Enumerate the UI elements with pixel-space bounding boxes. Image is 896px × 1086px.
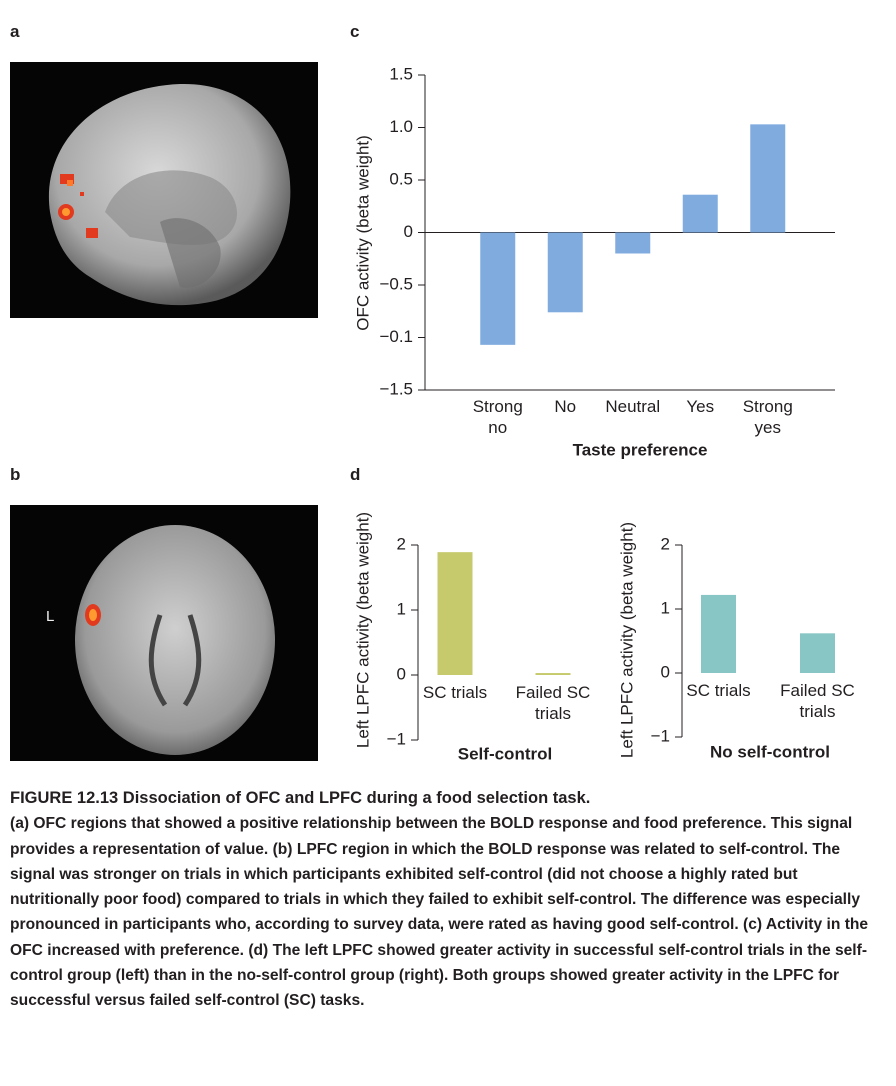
caption-title: FIGURE 12.13 Dissociation of OFC and LPF… bbox=[10, 789, 591, 807]
y-tick-label: 0.5 bbox=[389, 169, 413, 188]
bar bbox=[800, 633, 835, 673]
bar bbox=[682, 194, 718, 233]
panel-label: d bbox=[350, 465, 361, 484]
bar bbox=[480, 232, 516, 345]
caption-text: Activity in the OFC increased with prefe… bbox=[10, 916, 869, 959]
y-tick-label: 1 bbox=[397, 599, 406, 618]
panel-label: b bbox=[10, 465, 21, 484]
x-axis-label: Taste preference bbox=[573, 440, 708, 459]
y-axis-label: Left LPFC activity (beta weight) bbox=[617, 522, 636, 758]
x-tick-label: Failed SC trials bbox=[780, 681, 855, 721]
brain-image-b: L bbox=[10, 505, 318, 761]
x-tick-label: Strong yes bbox=[742, 397, 793, 437]
image-label: L bbox=[46, 608, 54, 625]
brain-image-a bbox=[10, 62, 318, 318]
x-tick-label: SC trials bbox=[686, 681, 751, 700]
x-axis-label: Self-control bbox=[458, 744, 552, 763]
y-tick-label: −0.1 bbox=[379, 327, 413, 346]
x-tick-label: Failed SC trials bbox=[515, 683, 591, 723]
caption-text: (c) bbox=[743, 916, 763, 934]
y-tick-label: 0 bbox=[404, 222, 413, 241]
y-axis-label: OFC activity (beta weight) bbox=[353, 135, 372, 331]
y-tick-label: 2 bbox=[397, 534, 406, 553]
caption-text: (a) bbox=[10, 815, 30, 833]
y-tick-label: 0 bbox=[397, 664, 406, 683]
y-tick-label: 1.5 bbox=[389, 64, 413, 83]
caption-text: OFC regions that showed a positive relat… bbox=[10, 815, 853, 858]
bar bbox=[750, 124, 786, 233]
bar bbox=[547, 232, 583, 313]
caption-body: (a) OFC regions that showed a positive r… bbox=[10, 811, 876, 1013]
bar bbox=[437, 552, 473, 675]
y-tick-label: −1 bbox=[387, 729, 406, 748]
y-tick-label: 2 bbox=[661, 534, 670, 553]
caption-text: (b) bbox=[272, 840, 293, 858]
y-tick-label: −0.5 bbox=[379, 274, 413, 293]
y-tick-label: 0 bbox=[661, 662, 670, 681]
y-tick-label: 1 bbox=[661, 598, 670, 617]
caption-text: LPFC region in which the BOLD response w… bbox=[10, 840, 860, 934]
x-tick-label: Yes bbox=[686, 397, 715, 416]
x-axis-label: No self-control bbox=[710, 742, 830, 761]
panel-label: c bbox=[350, 22, 360, 41]
bar bbox=[701, 594, 736, 673]
charts: 1.5 1.0 0.5 0 −0.5 −0.1 −1.5 Taste preference OF… bbox=[353, 64, 835, 763]
panel-label: a bbox=[10, 22, 20, 41]
caption-text: (d) bbox=[248, 941, 269, 959]
y-tick-label: 1.0 bbox=[389, 117, 413, 136]
x-tick-label: SC trials bbox=[422, 683, 488, 702]
caption: FIGURE 12.13 Dissociation of OFC and LPF… bbox=[10, 786, 876, 1014]
bar bbox=[615, 232, 651, 254]
y-tick-label: −1.5 bbox=[379, 379, 413, 398]
x-tick-label: No bbox=[554, 397, 577, 416]
x-tick-label: Neutral bbox=[605, 397, 661, 416]
y-axis-label: Left LPFC activity (beta weight) bbox=[353, 512, 372, 748]
x-tick-label: Strong no bbox=[472, 397, 523, 437]
bar bbox=[535, 673, 571, 675]
caption-text: The left LPFC showed greater activity in… bbox=[10, 941, 868, 1010]
y-tick-label: −1 bbox=[651, 726, 670, 745]
